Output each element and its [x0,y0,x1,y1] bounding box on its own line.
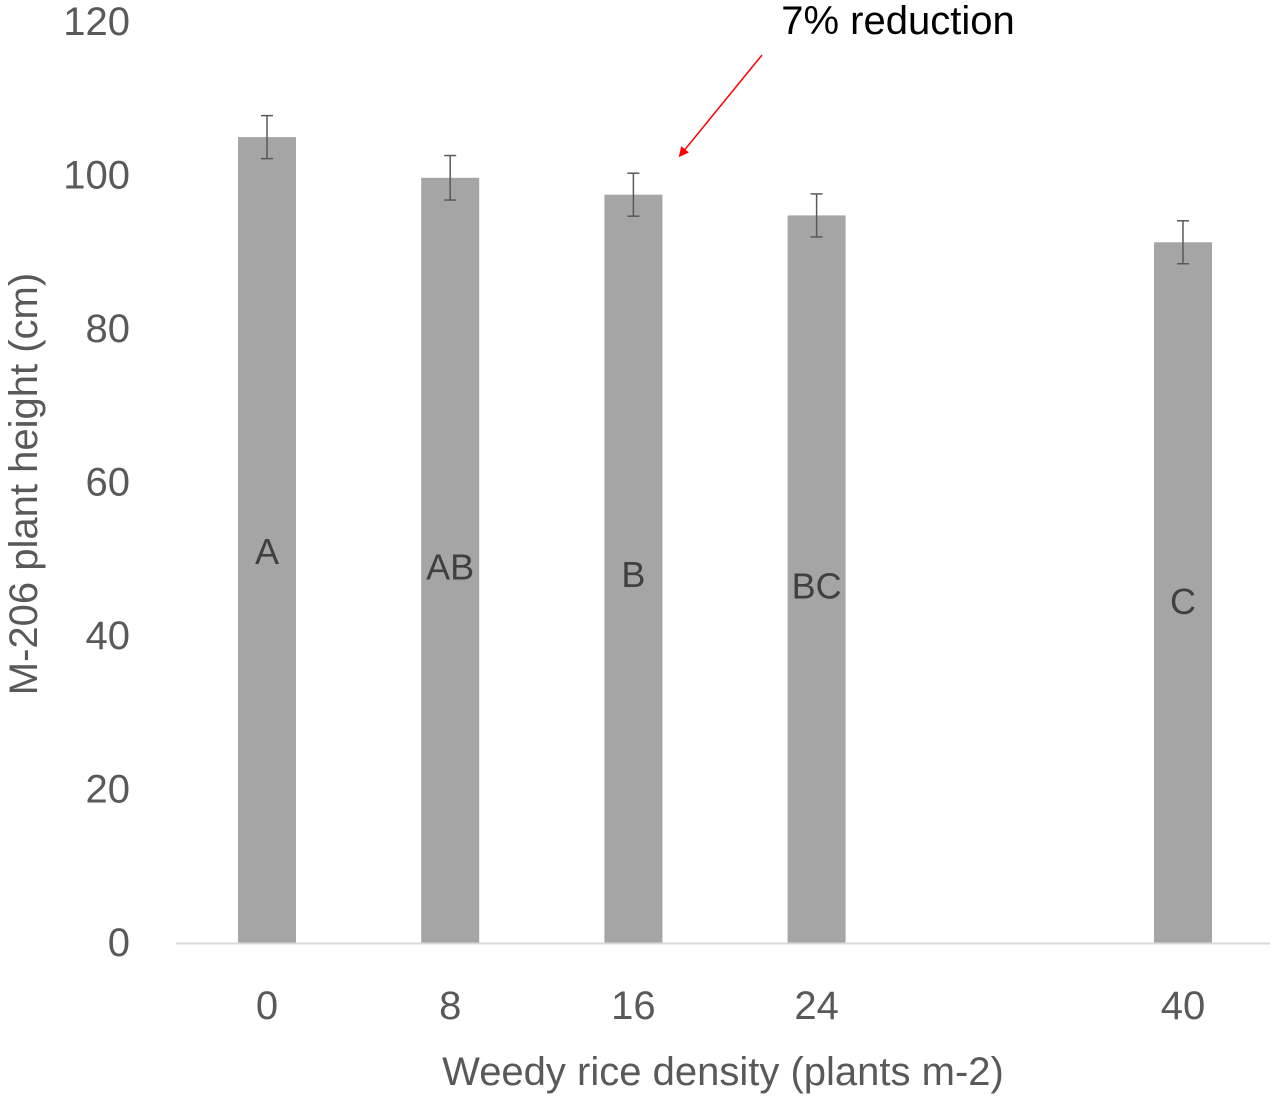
y-tick-label: 40 [86,614,131,658]
error-bar [444,154,457,201]
annotation-group: 7% reduction [678,0,1015,158]
x-axis-ticks: 0 8 16 24 40 [256,984,1205,1028]
bar [1154,242,1212,943]
annotation-text: 7% reduction [781,0,1014,43]
error-bar [810,193,823,238]
x-tick-label: 8 [439,984,461,1028]
significance-letter: AB [426,546,474,587]
x-tick-label: 24 [794,984,839,1028]
y-axis-title: M-206 plant height (cm) [2,273,46,695]
bar [604,194,663,943]
y-tick-label: 60 [86,461,131,505]
annotation-arrow [678,54,763,158]
error-bar [627,172,640,217]
error-bar [1177,220,1189,265]
bar [787,215,846,943]
significance-letters-group: A AB B BC C [255,531,1196,622]
y-axis-ticks: 0 20 40 60 80 100 120 [63,0,130,965]
bar [238,137,296,943]
bars-group [238,137,1212,944]
y-tick-label: 100 [63,154,130,198]
significance-letter: B [621,554,645,595]
significance-letter: C [1170,581,1196,622]
y-tick-label: 20 [86,768,131,812]
x-axis-title: Weedy rice density (plants m-2) [442,1050,1004,1094]
x-tick-label: 0 [256,984,278,1028]
y-tick-label: 0 [108,921,130,965]
bar [421,177,480,944]
y-tick-label: 80 [86,307,131,351]
error-bars-group [261,114,1189,265]
significance-letter: A [255,531,279,572]
x-tick-label: 40 [1161,984,1206,1028]
error-bar [261,114,273,160]
y-tick-label: 120 [63,0,130,44]
x-tick-label: 16 [611,984,656,1028]
significance-letter: BC [792,566,842,607]
